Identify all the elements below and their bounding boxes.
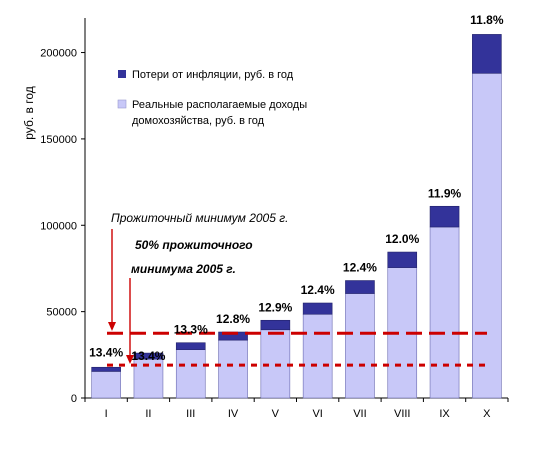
bar-inflation-loss-IX bbox=[429, 205, 460, 228]
bar-inflation-loss-V bbox=[260, 319, 291, 331]
bar-real-income-III bbox=[175, 349, 206, 399]
bar-inflation-loss-VII bbox=[345, 280, 375, 294]
data-label-VIII: 12.0% bbox=[385, 232, 419, 246]
data-label-IX: 11.9% bbox=[428, 186, 462, 200]
bar-real-income-VI bbox=[302, 313, 333, 399]
bar-inflation-loss-VI bbox=[302, 302, 333, 315]
x-tick-label: V bbox=[272, 408, 280, 420]
half-subsistence-annotation-line2: минимума 2005 г. bbox=[131, 262, 236, 276]
x-tick-label: IV bbox=[228, 408, 239, 420]
y-tick-label: 100000 bbox=[40, 220, 77, 232]
bar-real-income-IV bbox=[218, 339, 248, 399]
x-tick-label: VI bbox=[312, 408, 322, 420]
x-tick-label: VIII bbox=[394, 408, 411, 420]
legend-swatch-inflation bbox=[118, 70, 126, 78]
x-tick-label: X bbox=[483, 408, 491, 420]
half-subsistence-arrow-head bbox=[126, 355, 134, 364]
y-tick-label: 200000 bbox=[40, 48, 77, 60]
data-label-VII: 12.4% bbox=[343, 261, 377, 275]
legend-label-real-income-line1: Реальные располагаемые доходы bbox=[132, 99, 307, 111]
legend-swatch-real-income bbox=[117, 99, 127, 109]
x-tick-label: II bbox=[145, 408, 151, 420]
bar-real-income-X bbox=[472, 72, 502, 399]
legend-label-inflation: Потери от инфляции, руб. в год bbox=[132, 69, 294, 81]
data-label-V: 12.9% bbox=[258, 300, 292, 314]
legend-label-real-income-line2: домохозяйства, руб. в год bbox=[132, 115, 265, 127]
bar-inflation-loss-VIII bbox=[387, 251, 418, 268]
bar-inflation-loss-II bbox=[133, 352, 164, 360]
half-subsistence-annotation-line1: 50% прожиточного bbox=[135, 238, 253, 252]
data-label-X: 11.8% bbox=[470, 13, 504, 27]
reference-lines bbox=[107, 331, 487, 367]
data-labels: 13.4% 13.4% 13.3% 12.8% 12.9% 12.4% 12.4% 12.0%… bbox=[89, 13, 504, 363]
data-label-II: 13.4% bbox=[131, 349, 165, 363]
bar-inflation-loss-III bbox=[175, 342, 206, 350]
x-tick-label: I bbox=[105, 408, 108, 420]
x-tick-label: VII bbox=[353, 408, 366, 420]
data-label-I: 13.4% bbox=[89, 345, 123, 359]
bar-real-income-VII bbox=[345, 293, 375, 399]
y-tick-label: 0 bbox=[71, 393, 77, 405]
bar-inflation-loss-X bbox=[472, 34, 502, 74]
data-label-VI: 12.4% bbox=[301, 283, 335, 297]
x-tick-label: IX bbox=[439, 408, 450, 420]
x-tick-label: III bbox=[186, 408, 195, 420]
y-tick-label: 150000 bbox=[40, 134, 77, 146]
y-tick-label: 50000 bbox=[46, 307, 77, 319]
bar-inflation-loss-I bbox=[91, 366, 121, 372]
y-axis-title: руб. в год bbox=[22, 86, 36, 139]
subsistence-annotation: Прожиточный минимум 2005 г. bbox=[111, 211, 288, 225]
annotations: Прожиточный минимум 2005 г. 50% прожиточн… bbox=[108, 211, 288, 364]
bars bbox=[91, 34, 502, 399]
data-label-III: 13.3% bbox=[174, 323, 208, 337]
data-label-IV: 12.8% bbox=[216, 312, 250, 326]
legend: Потери от инфляции, руб. в год Реальные р… bbox=[117, 69, 307, 127]
subsistence-arrow-head bbox=[108, 322, 116, 331]
bar-real-income-I bbox=[91, 371, 121, 399]
bar-real-income-IX bbox=[429, 226, 460, 399]
